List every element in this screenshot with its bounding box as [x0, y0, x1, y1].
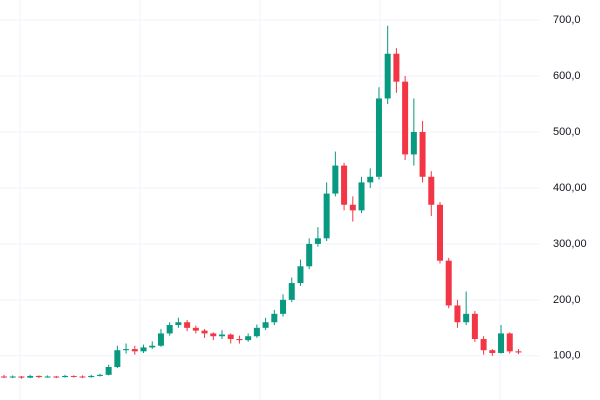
candle-body — [27, 375, 34, 378]
y-tick-label: 200,0 — [553, 294, 581, 306]
candle-body — [367, 176, 374, 183]
candle-body — [341, 165, 348, 205]
candle-body — [463, 313, 470, 323]
candle-body — [79, 376, 86, 378]
candle-body — [114, 350, 121, 367]
y-tick-label: 400,00 — [553, 182, 587, 194]
y-tick-label: 100,0 — [553, 350, 581, 362]
candle-body — [96, 374, 103, 376]
candle-body — [62, 375, 69, 378]
candle-body — [166, 325, 173, 334]
y-tick-label: 600,0 — [553, 70, 581, 82]
candle-body — [236, 339, 243, 341]
candle-body — [18, 376, 25, 378]
candle-body — [201, 330, 208, 334]
candle-body — [35, 375, 42, 378]
y-tick-label: 500,0 — [553, 126, 581, 138]
candle-body — [262, 322, 269, 328]
candle-body — [314, 238, 321, 244]
candle-body — [123, 349, 130, 351]
candle-body — [471, 313, 478, 340]
candle-body — [227, 334, 234, 340]
candle-body — [323, 193, 330, 239]
candle-body — [140, 347, 147, 352]
candle-body — [280, 299, 287, 314]
candle-body — [184, 322, 191, 328]
candle-body — [419, 132, 426, 177]
candle-body — [515, 351, 522, 353]
candle-body — [219, 334, 225, 337]
candle-body — [384, 53, 391, 99]
candle-body — [332, 165, 339, 194]
y-tick-label: 700,0 — [553, 14, 581, 26]
candle-body — [88, 375, 95, 378]
candle-body — [53, 376, 60, 378]
candle-body — [210, 333, 217, 337]
candle-body — [253, 327, 260, 337]
candle-body — [9, 376, 16, 378]
candle-body — [358, 182, 365, 211]
candle-body — [175, 322, 182, 326]
candle-body — [349, 204, 356, 211]
candle-body — [454, 305, 461, 323]
candle-body — [105, 366, 112, 375]
candle-body — [157, 333, 164, 346]
candle-body — [70, 375, 77, 377]
candle-body — [489, 350, 496, 354]
candle-body — [375, 98, 382, 177]
candle-body — [437, 204, 443, 261]
candle-body — [131, 349, 138, 352]
candle-body — [498, 333, 505, 354]
vertical-grid — [19, 0, 501, 400]
candle-body — [410, 132, 417, 155]
candle-body — [271, 313, 278, 323]
y-tick-label: 300,00 — [553, 238, 587, 250]
candle-body — [245, 336, 252, 341]
candle-body — [445, 260, 452, 306]
candle-body — [149, 345, 156, 348]
candle-body — [306, 243, 313, 267]
candle-body — [297, 266, 304, 284]
candle-body — [428, 176, 435, 205]
candle-body — [288, 283, 295, 300]
candle-body — [44, 376, 51, 378]
candle-body — [192, 327, 199, 331]
candle-body — [1, 376, 7, 378]
candle-body — [393, 53, 400, 82]
candle-body — [480, 339, 487, 351]
candle-body — [506, 333, 513, 352]
candle-body — [402, 81, 409, 155]
